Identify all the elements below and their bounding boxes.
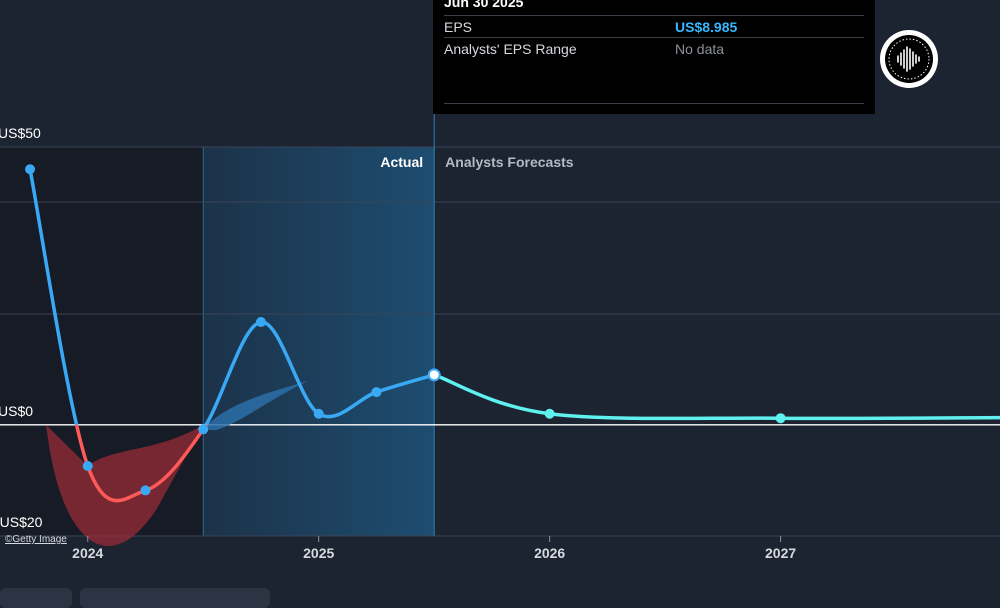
x-axis-tick-label: 2025 [303,545,334,561]
image-credit: ©Getty Image [5,534,67,545]
y-axis-tick-label: US$50 [0,125,41,141]
actual-data-point [371,387,382,398]
y-axis-tick-label: US$0 [0,403,33,419]
forecast-section-label: Analysts Forecasts [445,154,574,170]
brand-logo [880,30,938,88]
data-tooltip: Jun 30 2025 EPS US$8.985 Analysts' EPS R… [433,0,875,114]
tooltip-eps-value: US$8.985 [675,19,738,35]
bottom-tab-left[interactable] [0,588,72,608]
selected-data-point [427,368,441,382]
tooltip-range-row: Analysts' EPS Range No data [444,37,864,60]
forecast-eps-line [433,373,1000,421]
actual-data-point [313,408,324,419]
tooltip-eps-row: EPS US$8.985 [444,15,864,38]
estimate-range-area [203,380,310,431]
tooltip-divider [444,103,864,104]
forecast-data-point [544,408,555,419]
tooltip-range-label: Analysts' EPS Range [444,41,577,57]
actual-data-point [140,485,151,496]
y-axis-tick-label: -US$20 [0,514,43,530]
bottom-tab-right[interactable] [80,588,270,608]
actual-section-label: Actual [380,154,423,170]
x-axis-tick-label: 2027 [765,545,796,561]
last-year-highlight-band [203,147,435,536]
actual-data-point [255,317,266,328]
brand-logo-icon [885,35,933,83]
loss-range-area [46,424,204,546]
actual-data-point [82,460,93,471]
x-axis-tick-label: 2026 [534,545,565,561]
forecast-data-point [775,413,786,424]
actual-data-point [198,424,209,435]
tooltip-range-value: No data [675,41,725,57]
tooltip-date: Jun 30 2025 [444,0,524,10]
tooltip-eps-label: EPS [444,19,473,35]
x-axis-tick-label: 2024 [72,545,103,561]
actual-data-point [25,164,36,175]
actual-eps-line-positive [28,168,435,425]
